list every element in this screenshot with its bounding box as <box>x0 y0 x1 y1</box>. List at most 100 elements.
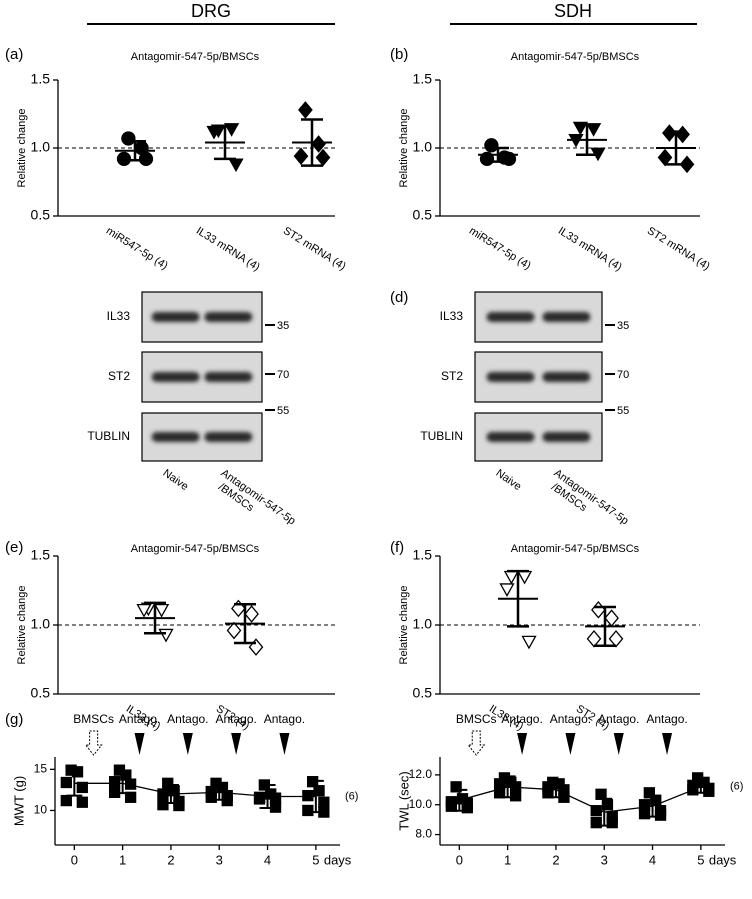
panel-label: (e) <box>5 539 23 556</box>
blot-row-label: ST2 <box>108 369 130 383</box>
point <box>138 151 154 167</box>
chart-title: Antagomir-547-5p/BMSCs <box>511 543 640 555</box>
n-label: (6) <box>345 790 358 802</box>
blot-band <box>486 372 535 382</box>
annotation: Antago. <box>646 712 687 726</box>
point <box>76 796 88 808</box>
point <box>293 147 309 165</box>
chart-title: Antagomir-547-5p/BMSCs <box>131 51 260 63</box>
column-header: SDH <box>554 1 592 21</box>
x-axis-label: days <box>324 852 352 867</box>
point <box>226 621 242 640</box>
y-tick-label: 1.0 <box>31 139 51 155</box>
x-tick-label: 1 <box>119 852 126 867</box>
point <box>318 796 330 808</box>
x-tick-label: ST2 mRNA (4) <box>645 225 712 273</box>
point <box>60 776 72 789</box>
x-tick-label: IL33 mRNA (4) <box>556 225 624 274</box>
panel-label: (a) <box>5 46 23 63</box>
mean-line <box>74 782 316 798</box>
lane-label-line: Naive <box>161 467 191 493</box>
kda-label: 55 <box>617 405 629 417</box>
x-tick-label: 1 <box>504 852 511 867</box>
blot-row-label: IL33 <box>440 309 464 323</box>
point <box>657 148 673 167</box>
point <box>116 151 132 167</box>
point <box>703 785 715 797</box>
annotation: Antago. <box>598 712 639 726</box>
point <box>591 601 606 619</box>
blot-row-label: TUBLIN <box>87 429 130 443</box>
point <box>590 816 602 829</box>
panel-label: (f) <box>390 539 404 556</box>
x-tick-label: 2 <box>552 852 559 867</box>
kda-label: 55 <box>277 405 289 417</box>
annotation: Antago. <box>215 712 256 726</box>
point <box>228 158 244 173</box>
y-tick-label: 1.0 <box>413 139 433 155</box>
y-axis-label: TWL (sec) <box>396 771 411 830</box>
x-tick-label: 2 <box>167 852 174 867</box>
point <box>516 570 533 585</box>
error-bar <box>66 769 83 797</box>
annotation-marker <box>134 733 145 755</box>
annotation: Antago. <box>550 712 591 726</box>
blot-row-label: IL33 <box>107 309 131 323</box>
y-tick-label: 15 <box>34 762 48 776</box>
x-tick-label: 3 <box>601 852 608 867</box>
y-tick-label: 10.0 <box>409 797 433 811</box>
panel-label: (d) <box>390 289 408 306</box>
lane-label: Antagomir-547-5p/BMSCs <box>544 467 630 538</box>
y-axis-label: Relative change <box>398 109 410 188</box>
point <box>302 804 314 817</box>
annotation: BMSCs <box>456 712 497 726</box>
point <box>654 809 667 821</box>
x-tick-label: miR547-5p (4) <box>104 225 170 272</box>
blot-band <box>542 372 591 382</box>
point <box>157 788 169 800</box>
lane-label-line: Naive <box>494 467 524 493</box>
point <box>604 609 619 627</box>
y-tick-label: 1.5 <box>413 547 433 563</box>
annotation-marker <box>231 733 242 755</box>
point <box>158 628 174 643</box>
kda-label: 35 <box>277 320 289 332</box>
x-tick-label: 4 <box>264 852 271 867</box>
y-tick-label: 0.5 <box>413 207 433 223</box>
point <box>60 794 72 807</box>
error-bar <box>451 788 468 812</box>
point <box>461 802 473 814</box>
point <box>638 808 651 820</box>
point <box>313 785 325 797</box>
chart-title: Antagomir-547-5p/BMSCs <box>131 543 260 555</box>
y-tick-label: 1.5 <box>31 547 51 563</box>
annotation: Antago. <box>119 712 160 726</box>
annotation-marker <box>279 733 290 755</box>
x-tick-label: 5 <box>312 852 319 867</box>
y-axis-label: Relative change <box>16 109 28 188</box>
kda-label: 70 <box>277 369 289 381</box>
point <box>231 599 246 618</box>
blot-band <box>204 372 253 382</box>
point <box>76 781 88 794</box>
annotation-marker <box>182 733 193 755</box>
y-tick-label: 0.5 <box>413 685 433 701</box>
point <box>643 787 655 799</box>
point <box>586 629 602 648</box>
n-label: (6) <box>730 781 743 793</box>
point <box>253 793 266 805</box>
x-tick-label: 3 <box>216 852 223 867</box>
y-tick-label: 10 <box>34 803 48 817</box>
panel-label: (g) <box>5 711 23 728</box>
x-tick-label: ST2 mRNA (4) <box>281 225 348 273</box>
y-axis-label: Relative change <box>16 586 28 665</box>
point <box>499 583 515 597</box>
y-axis-label: MWT (g) <box>11 776 26 826</box>
point <box>302 790 314 802</box>
point <box>608 629 624 648</box>
point <box>450 781 462 793</box>
point <box>121 131 136 146</box>
blot-band <box>151 432 200 442</box>
mean-line <box>459 786 702 813</box>
